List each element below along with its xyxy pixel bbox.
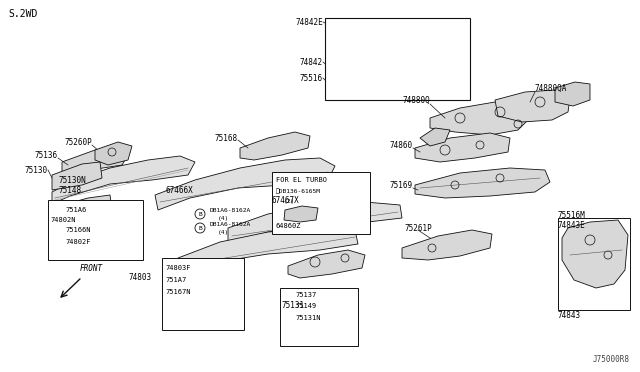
Polygon shape — [155, 158, 335, 210]
Text: 74842: 74842 — [300, 58, 323, 67]
Text: 75137: 75137 — [295, 292, 316, 298]
Polygon shape — [52, 212, 108, 238]
Text: 75148: 75148 — [58, 186, 81, 195]
Polygon shape — [402, 230, 492, 260]
Text: FOR EL TURBO: FOR EL TURBO — [276, 177, 327, 183]
Text: 75131N: 75131N — [295, 315, 321, 321]
Text: 75169: 75169 — [390, 180, 413, 189]
Bar — [325, 18, 470, 100]
Polygon shape — [288, 250, 365, 278]
Polygon shape — [240, 132, 310, 160]
Text: 74803: 74803 — [129, 273, 152, 282]
Text: 75516M: 75516M — [558, 211, 586, 219]
Circle shape — [195, 223, 205, 233]
Text: 75166N: 75166N — [65, 227, 90, 233]
Text: 74843E: 74843E — [558, 221, 586, 230]
Text: (4): (4) — [218, 215, 229, 221]
Text: DB1A6-8162A: DB1A6-8162A — [210, 221, 252, 227]
Text: 67467X: 67467X — [272, 196, 300, 205]
Polygon shape — [52, 162, 102, 190]
Text: 74802F: 74802F — [65, 239, 90, 245]
Text: 75136: 75136 — [35, 151, 58, 160]
Text: 75149: 75149 — [295, 303, 316, 309]
Text: 74880Q: 74880Q — [403, 96, 430, 105]
Text: 75131: 75131 — [282, 301, 305, 311]
Text: 75168: 75168 — [215, 134, 238, 142]
Bar — [162, 258, 244, 330]
Text: (2): (2) — [284, 199, 295, 203]
Polygon shape — [62, 145, 130, 178]
Polygon shape — [415, 168, 550, 198]
Circle shape — [195, 209, 205, 219]
Text: 74843: 74843 — [558, 311, 581, 321]
Text: 75260P: 75260P — [64, 138, 92, 147]
Text: DB1A6-8162A: DB1A6-8162A — [210, 208, 252, 212]
Polygon shape — [455, 36, 468, 82]
Polygon shape — [340, 36, 468, 68]
Text: S.2WD: S.2WD — [8, 9, 37, 19]
Text: 75261P: 75261P — [405, 224, 433, 232]
Text: J75000R8: J75000R8 — [593, 356, 630, 365]
Text: 751A6: 751A6 — [65, 207, 86, 213]
Polygon shape — [562, 220, 628, 288]
Text: 75130N: 75130N — [58, 176, 86, 185]
Text: 64860Z: 64860Z — [276, 223, 301, 229]
Bar — [272, 172, 370, 234]
Polygon shape — [415, 133, 510, 162]
Text: 74880QA: 74880QA — [535, 83, 568, 93]
Bar — [558, 218, 630, 310]
Text: 74802N: 74802N — [50, 217, 76, 223]
Text: B: B — [198, 212, 202, 217]
Text: 74860: 74860 — [390, 141, 413, 150]
Polygon shape — [495, 90, 570, 122]
Text: 751A7: 751A7 — [165, 277, 186, 283]
Polygon shape — [555, 82, 590, 106]
Text: 74803F: 74803F — [165, 265, 191, 271]
Text: ⒷDB136-6165M: ⒷDB136-6165M — [276, 188, 321, 194]
Text: B: B — [198, 225, 202, 231]
Bar — [48, 200, 143, 260]
Text: 74842E: 74842E — [295, 17, 323, 26]
Text: (4): (4) — [218, 230, 229, 234]
Text: 75167N: 75167N — [165, 289, 191, 295]
Text: 75130: 75130 — [25, 166, 48, 174]
Polygon shape — [430, 102, 530, 135]
Text: FRONT: FRONT — [80, 264, 103, 273]
Polygon shape — [284, 206, 318, 222]
Polygon shape — [52, 195, 112, 222]
Bar — [280, 288, 358, 346]
Polygon shape — [228, 202, 402, 244]
Polygon shape — [95, 142, 132, 165]
Polygon shape — [52, 156, 195, 204]
Polygon shape — [178, 228, 358, 272]
Polygon shape — [420, 128, 450, 146]
Text: 67466X: 67466X — [165, 186, 193, 195]
Polygon shape — [335, 64, 465, 96]
Text: 75516: 75516 — [300, 74, 323, 83]
